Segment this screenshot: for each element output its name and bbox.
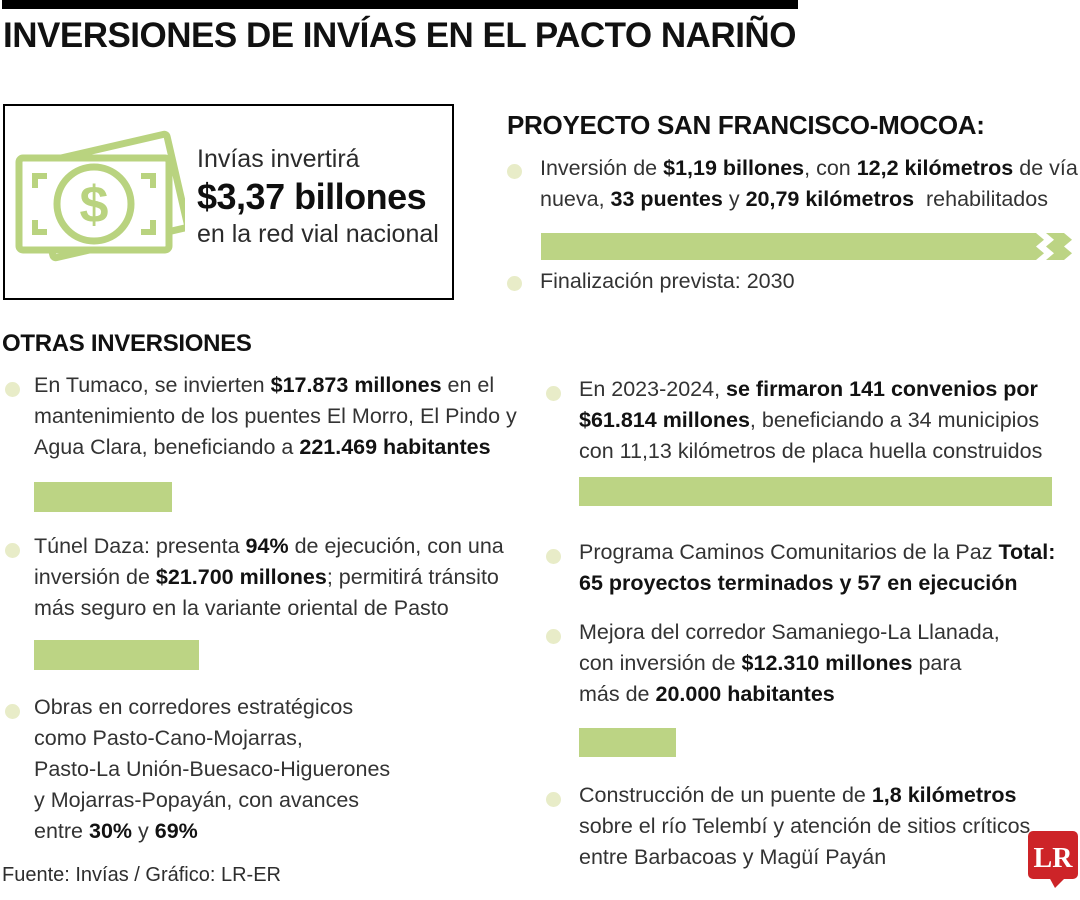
progress-bar bbox=[34, 640, 199, 670]
project-section-heading: PROYECTO SAN FRANCISCO-MOCOA: bbox=[507, 110, 985, 140]
page-title: INVERSIONES DE INVÍAS EN EL PACTO NARIÑO bbox=[3, 16, 796, 55]
bullet-dot-icon bbox=[546, 549, 561, 564]
summary-box: $ Invías invertirá $3,37 billones en la … bbox=[3, 104, 454, 300]
others-section-heading: OTRAS INVERSIONES bbox=[2, 330, 252, 357]
source-credit: Fuente: Invías / Gráfico: LR-ER bbox=[2, 864, 281, 886]
bullet-tumaco: En Tumaco, se invierten $17.873 millones… bbox=[34, 373, 517, 459]
bullet-dot-icon bbox=[507, 276, 522, 291]
progress-bar-continues-icon bbox=[541, 233, 1072, 260]
progress-bar bbox=[579, 477, 1052, 506]
lr-logo-text: LR bbox=[1034, 843, 1074, 874]
bullet-dot-icon bbox=[5, 704, 20, 719]
summary-intro: Invías invertirá bbox=[197, 145, 360, 173]
summary-amount: $3,37 billones bbox=[197, 176, 427, 217]
bullet-tunel-daza: Túnel Daza: presenta 94% de ejecución, c… bbox=[34, 534, 504, 620]
money-banknote-icon: $ bbox=[15, 130, 185, 262]
bullet-dot-icon bbox=[546, 386, 561, 401]
progress-bar bbox=[34, 482, 172, 512]
bullet-puente-telembi: Construcción de un puente de 1,8 kilómet… bbox=[579, 783, 1031, 869]
bullet-caminos-comunitarios: Programa Caminos Comunitarios de la Paz … bbox=[579, 540, 1056, 595]
bullet-corredores: Obras en corredores estratégicos como Pas… bbox=[34, 695, 391, 843]
bullet-dot-icon bbox=[507, 164, 522, 179]
progress-bar bbox=[579, 728, 676, 757]
summary-caption: en la red vial nacional bbox=[197, 220, 439, 248]
project-bullet-investment: Inversión de $1,19 billones, con 12,2 ki… bbox=[540, 156, 1078, 211]
bullet-samaniego: Mejora del corredor Samaniego-La Llanada… bbox=[579, 620, 1000, 706]
bullet-dot-icon bbox=[5, 382, 20, 397]
lr-logo: LR bbox=[1028, 831, 1078, 888]
bullet-dot-icon bbox=[546, 629, 561, 644]
summary-text: Invías invertirá $3,37 billones en la re… bbox=[197, 144, 439, 249]
bullet-convenios: En 2023-2024, se firmaron 141 convenios … bbox=[579, 377, 1043, 463]
top-accent-bar bbox=[2, 0, 798, 9]
svg-text:$: $ bbox=[80, 176, 109, 234]
project-bullet-completion: Finalización prevista: 2030 bbox=[540, 269, 795, 293]
bullet-dot-icon bbox=[5, 543, 20, 558]
bullet-dot-icon bbox=[546, 792, 561, 807]
